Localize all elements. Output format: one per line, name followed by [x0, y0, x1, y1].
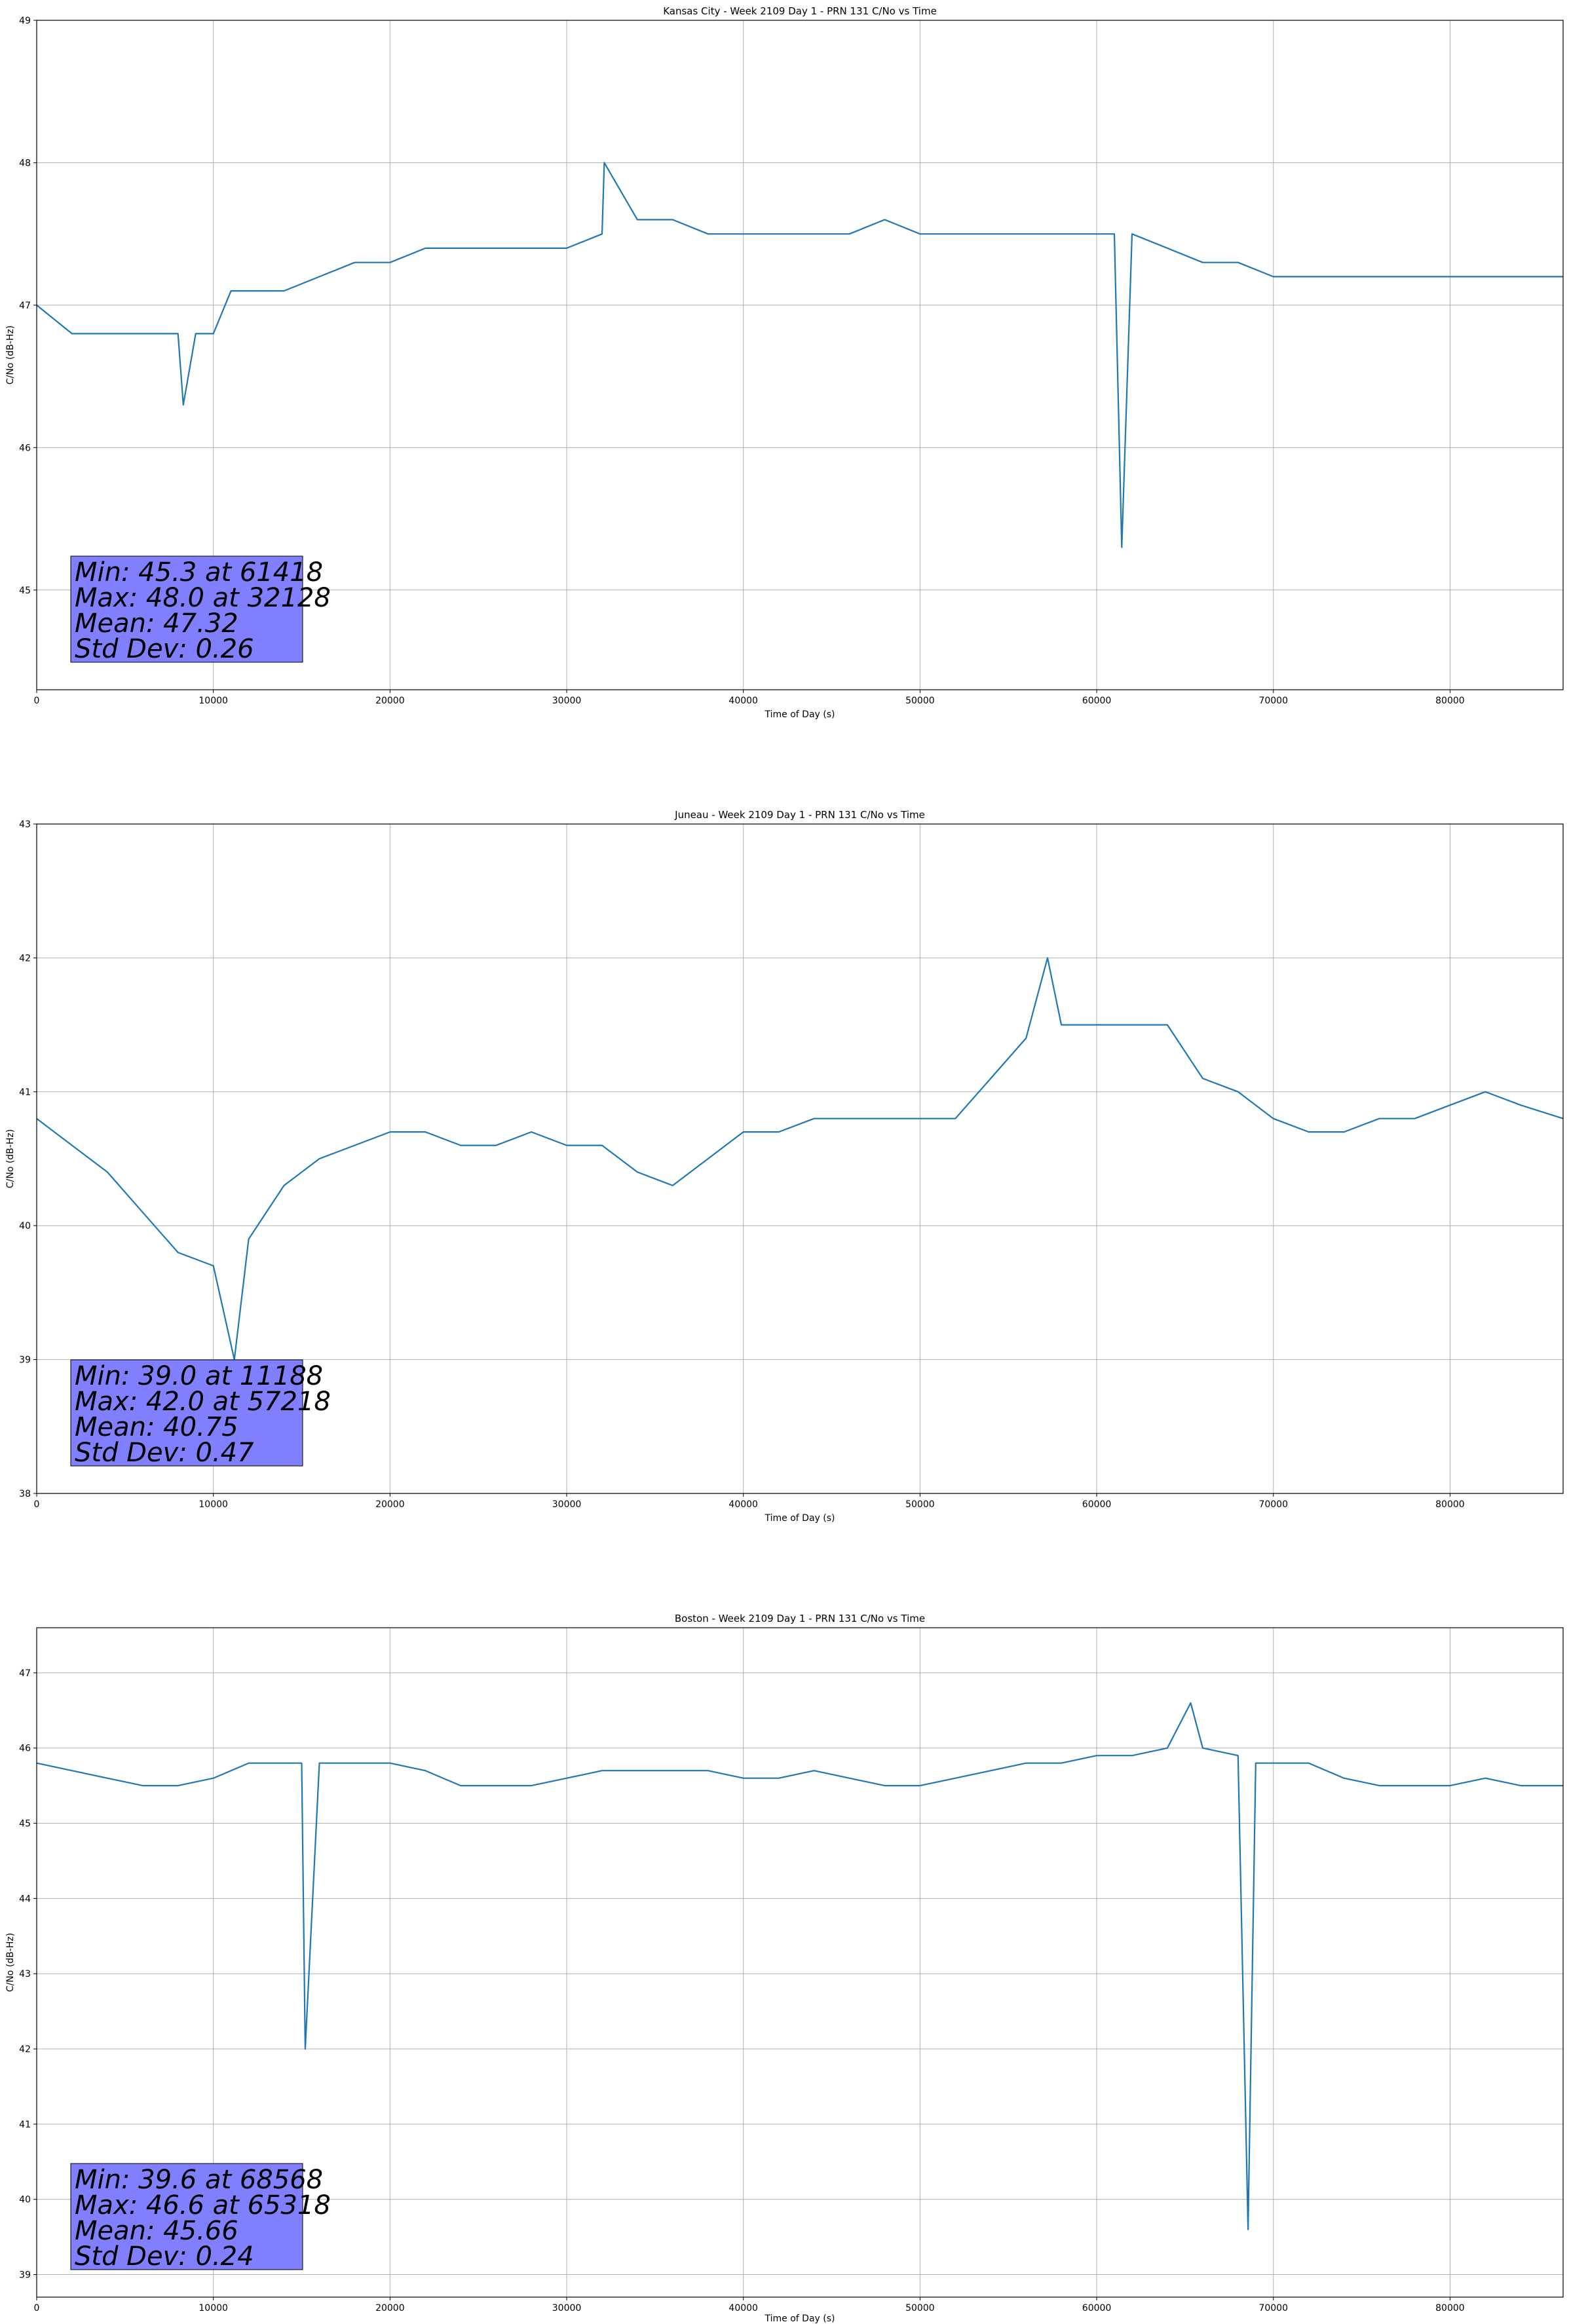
y-tick-label: 44 [19, 1894, 31, 1904]
y-tick-label: 45 [19, 1819, 31, 1829]
y-tick-label: 46 [19, 443, 31, 453]
chart-title: Kansas City - Week 2109 Day 1 - PRN 131 … [663, 5, 937, 17]
y-tick-label: 42 [19, 2044, 31, 2055]
x-tick-label: 10000 [198, 1499, 228, 1510]
x-tick-label: 20000 [375, 1499, 405, 1510]
y-tick-label: 41 [19, 1087, 31, 1098]
x-tick-label: 50000 [905, 696, 935, 706]
x-tick-label: 0 [34, 696, 40, 706]
x-tick-label: 40000 [728, 2303, 758, 2314]
stats-std-dev: Std Dev: 0.47 [75, 1438, 254, 1468]
x-tick-label: 30000 [552, 1499, 582, 1510]
y-tick-labels: 38 39 40 41 42 43 [19, 819, 37, 1499]
x-axis-label: Time of Day (s) [765, 1513, 835, 1524]
y-axis-label: C/No (dB-Hz) [5, 1129, 16, 1188]
y-tick-label: 38 [19, 1489, 31, 1499]
x-tick-label: 50000 [905, 1499, 935, 1510]
cno-series-line [36, 957, 1564, 1360]
stats-box-background [70, 555, 303, 663]
chart-title: Boston - Week 2109 Day 1 - PRN 131 C/No … [675, 1613, 925, 1624]
stats-std-dev: Std Dev: 0.24 [75, 2241, 254, 2272]
y-tick-labels: 39 40 41 42 43 44 45 46 47 [19, 1668, 37, 2281]
stats-min: Min: 45.3 at 61418 [75, 557, 323, 588]
x-tick-label: 60000 [1082, 1499, 1112, 1510]
stats-min: Min: 39.0 at 11188 [75, 1361, 323, 1391]
stats-std-dev: Std Dev: 0.26 [75, 634, 254, 664]
x-tick-label: 10000 [198, 696, 228, 706]
x-tick-label: 60000 [1082, 696, 1112, 706]
x-tick-label: 30000 [552, 696, 582, 706]
x-tick-label: 40000 [728, 1499, 758, 1510]
x-tick-label: 60000 [1082, 2303, 1112, 2314]
axes-frame [36, 1627, 1564, 2298]
x-tick-label: 80000 [1435, 2303, 1465, 2314]
y-tick-label: 48 [19, 158, 31, 168]
x-tick-label: 70000 [1258, 1499, 1288, 1510]
y-tick-label: 49 [19, 16, 31, 26]
y-axis-label: C/No (dB-Hz) [5, 326, 16, 384]
y-tick-label: 45 [19, 586, 31, 596]
y-tick-label: 41 [19, 2120, 31, 2130]
axes-frame [36, 823, 1564, 1494]
stats-box-background [70, 1359, 303, 1467]
x-tick-label: 0 [34, 1499, 40, 1510]
y-tick-label: 43 [19, 1969, 31, 1979]
y-tick-label: 42 [19, 953, 31, 964]
stats-box: Min: 45.3 at 61418 Max: 48.0 at 32128 Me… [70, 555, 331, 664]
x-tick-label: 30000 [552, 2303, 582, 2314]
y-tick-label: 46 [19, 1744, 31, 1754]
x-axis-label: Time of Day (s) [765, 709, 835, 720]
x-tick-label: 80000 [1435, 696, 1465, 706]
y-tick-label: 39 [19, 2270, 31, 2281]
y-tick-labels: 45 46 47 48 49 [19, 16, 37, 596]
x-tick-label: 10000 [198, 2303, 228, 2314]
boston-panel: 0 10000 20000 30000 40000 50000 60000 70000 8000… [5, 1613, 1564, 2324]
juneau-panel: 0 10000 20000 30000 40000 50000 60000 70000 8000… [5, 809, 1564, 1524]
x-tick-label: 0 [34, 2303, 40, 2314]
chart-title: Juneau - Week 2109 Day 1 - PRN 131 C/No … [674, 809, 925, 821]
x-tick-label: 20000 [375, 696, 405, 706]
y-tick-label: 47 [19, 301, 31, 311]
y-axis-label: C/No (dB-Hz) [5, 1933, 16, 1992]
x-tick-label: 70000 [1258, 696, 1288, 706]
x-tick-label: 70000 [1258, 2303, 1288, 2314]
x-tick-label: 80000 [1435, 1499, 1465, 1510]
axes-frame [36, 20, 1564, 690]
stats-mean: Mean: 45.66 [75, 2216, 238, 2246]
cno-series-line [36, 162, 1563, 548]
x-tick-label: 20000 [375, 2303, 405, 2314]
y-tick-label: 40 [19, 2195, 31, 2205]
y-tick-label: 47 [19, 1668, 31, 1679]
kansas-city-panel: 0 10000 20000 30000 40000 50000 60000 70000 8000… [5, 5, 1564, 720]
stats-box-background [70, 2163, 303, 2270]
stats-box: Min: 39.6 at 68568 Max: 46.6 at 65318 Me… [70, 2163, 331, 2272]
x-axis-label: Time of Day (s) [765, 2314, 835, 2324]
stats-max: Max: 46.6 at 65318 [75, 2190, 331, 2221]
stats-mean: Mean: 40.75 [75, 1412, 238, 1442]
stats-min: Min: 39.6 at 68568 [75, 2165, 323, 2195]
stats-max: Max: 48.0 at 32128 [75, 583, 331, 613]
x-tick-labels: 0 10000 20000 30000 40000 50000 60000 70000 8000… [34, 1493, 1465, 1510]
y-tick-label: 40 [19, 1221, 31, 1231]
stats-mean: Mean: 47.32 [75, 609, 238, 639]
cno-series-line [36, 1702, 1563, 2230]
y-tick-label: 43 [19, 819, 31, 830]
stats-max: Max: 42.0 at 57218 [75, 1387, 331, 1417]
x-tick-label: 40000 [728, 696, 758, 706]
x-tick-label: 50000 [905, 2303, 935, 2314]
y-tick-label: 39 [19, 1355, 31, 1366]
x-tick-labels: 0 10000 20000 30000 40000 50000 60000 70000 8000… [34, 2297, 1465, 2314]
stats-box: Min: 39.0 at 11188 Max: 42.0 at 57218 Me… [70, 1359, 331, 1468]
x-tick-labels: 0 10000 20000 30000 40000 50000 60000 70000 8000… [34, 690, 1465, 706]
